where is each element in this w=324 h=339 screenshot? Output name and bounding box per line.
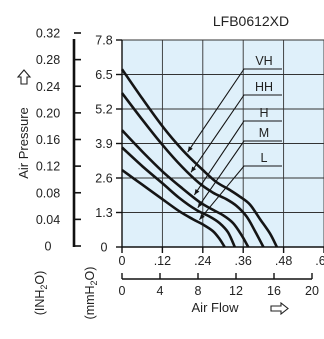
tick-label-cmm: .36 [235,254,252,268]
y-axis-title: Air Pressure [16,107,31,179]
tick-label-inh2o: 0 [45,240,52,254]
grid-lines [122,39,324,247]
leader-m [197,140,282,209]
tick-label-cfm: 8 [195,284,202,298]
leader-h [193,120,282,196]
tick-label-mmh2o: 1.3 [95,206,112,220]
unit-label-mmh2o: (mmH2O) [83,267,99,320]
leader-arrow-m [197,201,203,208]
curve-label-m: M [259,126,269,140]
curve-label-h: H [259,106,268,120]
tick-label-inh2o: 0.24 [36,80,60,94]
leader-arrow-vh [187,146,193,153]
curve-m [121,146,236,248]
tick-label-cfm: 0 [119,284,126,298]
leader-arrow-h [194,189,200,195]
tick-label-mmh2o: 3.9 [95,137,112,151]
ticks: 01.32.63.95.26.57.800.040.080.120.160.20… [36,27,324,298]
curve-vh [120,68,279,248]
tick-label-inh2o: 0.08 [36,186,60,200]
leader-arrow-l [199,213,205,220]
unit-label-inh2o: (INH2O) [33,271,49,316]
leader-l [198,165,282,221]
x-axis-title: Air Flow [192,300,240,315]
tick-label-inh2o: 0.16 [36,133,60,147]
curve-l [121,168,226,248]
tick-label-mmh2o: 2.6 [95,172,112,186]
tick-label-cfm: 4 [157,284,164,298]
tick-label-cfm: 12 [229,284,243,298]
tick-label-mmh2o: 7.8 [95,34,112,48]
tick-label-cfm: 16 [267,284,281,298]
right-arrow-icon [270,301,289,316]
tick-label-inh2o: 0.28 [36,53,60,67]
curve-label-vh: VH [255,54,272,68]
leader-hh [190,94,282,173]
tick-label-cmm: 0 [119,254,126,268]
tick-label-cmm: .48 [275,254,292,268]
curve-label-l: L [261,151,268,165]
tick-label-inh2o: 0.20 [36,106,60,120]
leader-arrow-hh [191,166,197,173]
up-arrow-icon [16,69,32,85]
curve-label-hh: HH [255,80,273,94]
y-axis-title-group: Air Pressure [16,107,31,179]
tick-label-cmm: .60 [315,254,324,268]
curves [120,68,279,248]
curve-h [121,129,250,248]
curve-hh [120,92,265,248]
chart-title: LFB0612XD [213,13,289,29]
label-leaders [187,68,282,221]
tick-label-inh2o: 0.12 [36,160,60,174]
tick-label-mmh2o: 5.2 [95,103,112,117]
tick-label-cmm: .12 [154,254,171,268]
tick-label-mmh2o: 6.5 [95,68,112,82]
tick-label-cmm: .24 [194,254,211,268]
tick-label-inh2o: 0.04 [36,213,60,227]
tick-label-cfm: 20 [305,284,319,298]
tick-label-mmh2o: 0 [101,241,108,255]
tick-label-inh2o: 0.32 [36,27,60,41]
leader-vh [187,68,282,153]
